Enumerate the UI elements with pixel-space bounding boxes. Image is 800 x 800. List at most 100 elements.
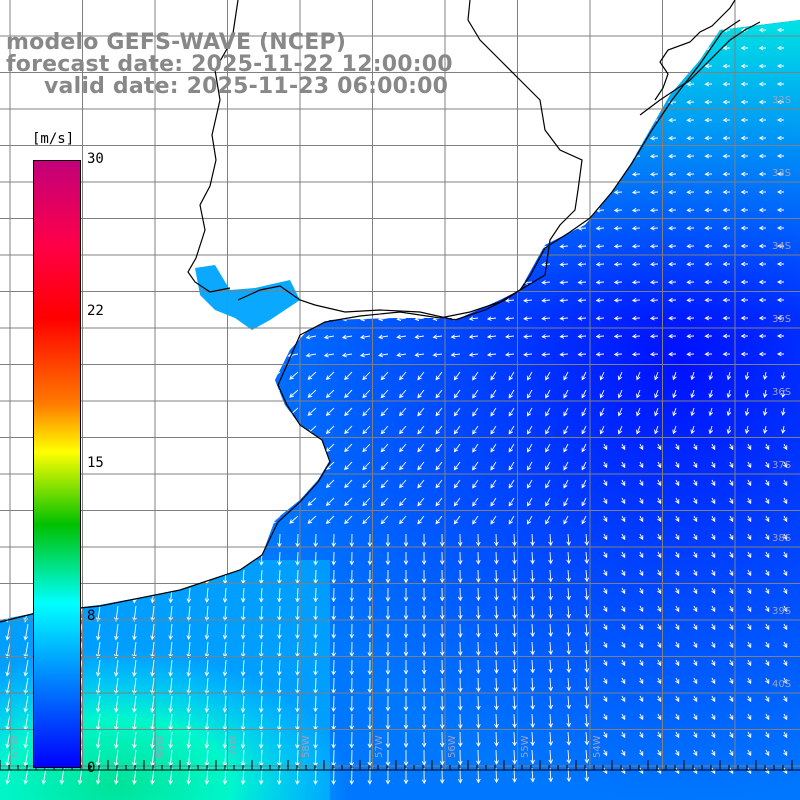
wind-arrow — [548, 749, 554, 765]
wind-arrow — [289, 389, 299, 398]
wind-arrow — [403, 606, 409, 620]
wind-arrow — [435, 515, 443, 525]
wind-arrow — [508, 407, 515, 417]
wind-arrow — [722, 171, 731, 177]
wind-arrow — [23, 659, 29, 677]
wind-arrow — [472, 425, 479, 435]
wind-arrow — [494, 623, 499, 638]
wind-arrow — [765, 731, 770, 739]
wind-arrow — [341, 352, 353, 358]
wind-arrow — [621, 731, 626, 739]
wind-arrow — [668, 261, 677, 267]
wind-arrow — [603, 443, 608, 451]
wind-arrow — [686, 315, 695, 321]
wind-arrow — [494, 605, 499, 620]
wind-arrow — [222, 767, 228, 785]
wind-arrow — [486, 352, 497, 357]
wind-arrow — [584, 713, 590, 728]
wind-arrow — [675, 497, 680, 505]
wind-arrow — [621, 551, 626, 559]
wind-arrow — [548, 587, 553, 601]
wind-arrow — [776, 81, 784, 87]
wind-arrow — [704, 81, 713, 87]
wind-arrow — [581, 425, 587, 435]
wind-arrow — [380, 479, 389, 489]
wind-arrow — [344, 371, 353, 381]
wind-arrow — [649, 171, 659, 177]
wind-arrow — [595, 262, 605, 267]
wind-arrow — [331, 587, 336, 603]
wind-arrow — [398, 389, 407, 399]
wind-arrow — [512, 551, 517, 565]
wind-arrow — [747, 713, 752, 721]
wind-arrow — [530, 641, 535, 656]
wind-arrow — [584, 749, 590, 764]
wind-arrow — [729, 497, 734, 505]
wind-arrow — [403, 552, 409, 566]
wind-arrow — [421, 641, 427, 657]
wind-arrow — [432, 352, 443, 358]
wind-arrow — [240, 587, 246, 603]
wind-arrow — [421, 569, 427, 584]
wind-arrow — [325, 497, 335, 506]
wind-arrow — [113, 677, 119, 695]
wind-arrow — [385, 767, 391, 785]
wind-arrow — [631, 189, 641, 195]
wind-arrow — [512, 749, 517, 765]
wind-arrow — [95, 677, 101, 695]
wind-arrow — [258, 695, 264, 713]
wind-arrow — [494, 587, 499, 602]
wind-arrow — [559, 316, 569, 321]
wind-arrow — [729, 659, 734, 667]
wind-arrow — [729, 569, 734, 577]
wind-arrow — [367, 659, 373, 676]
wind-arrow — [747, 731, 752, 739]
wind-arrow — [186, 695, 192, 713]
wind-arrow — [359, 352, 371, 358]
wind-arrow — [722, 99, 731, 105]
wind-arrow — [453, 515, 461, 525]
wind-arrow — [729, 767, 734, 775]
wind-arrow — [168, 605, 174, 622]
wind-arrow — [367, 767, 373, 785]
wind-arrow — [186, 731, 192, 749]
wind-arrow — [150, 695, 155, 713]
wind-arrow — [95, 767, 101, 785]
wind-arrow — [476, 605, 481, 620]
wind-arrow — [762, 407, 768, 417]
wind-arrow — [649, 243, 659, 249]
wind-arrow — [258, 731, 264, 749]
wind-arrow — [295, 587, 300, 603]
wind-arrow — [186, 659, 192, 677]
wind-arrow — [654, 371, 659, 381]
wind-arrow — [747, 443, 752, 451]
wind-arrow — [258, 623, 264, 640]
wind-arrow — [563, 479, 569, 489]
wind-arrow — [453, 407, 461, 417]
wind-arrow — [675, 479, 680, 487]
wind-arrow — [639, 731, 644, 739]
wind-arrow — [613, 352, 623, 357]
wind-arrow — [758, 315, 767, 321]
wind-arrow — [621, 479, 626, 487]
wind-arrow — [435, 425, 443, 435]
wind-arrow — [421, 605, 427, 620]
wind-arrow — [530, 587, 535, 601]
wind-arrow — [758, 99, 767, 105]
wind-arrow — [686, 117, 695, 123]
wind-arrow — [545, 425, 551, 435]
wind-arrow — [686, 99, 695, 105]
wind-arrow — [740, 207, 749, 213]
wind-arrow — [472, 407, 479, 417]
lon-label: 54W — [592, 735, 603, 758]
wind-arrow — [222, 731, 228, 749]
wind-arrow — [559, 334, 569, 339]
wind-arrow — [693, 443, 698, 451]
wind-arrow — [686, 297, 695, 303]
wind-arrow — [523, 352, 533, 357]
wind-arrow — [740, 261, 749, 267]
wind-arrow — [504, 316, 515, 321]
wind-arrow — [458, 713, 463, 729]
wind-arrow — [453, 371, 461, 381]
wind-arrow — [494, 641, 499, 656]
